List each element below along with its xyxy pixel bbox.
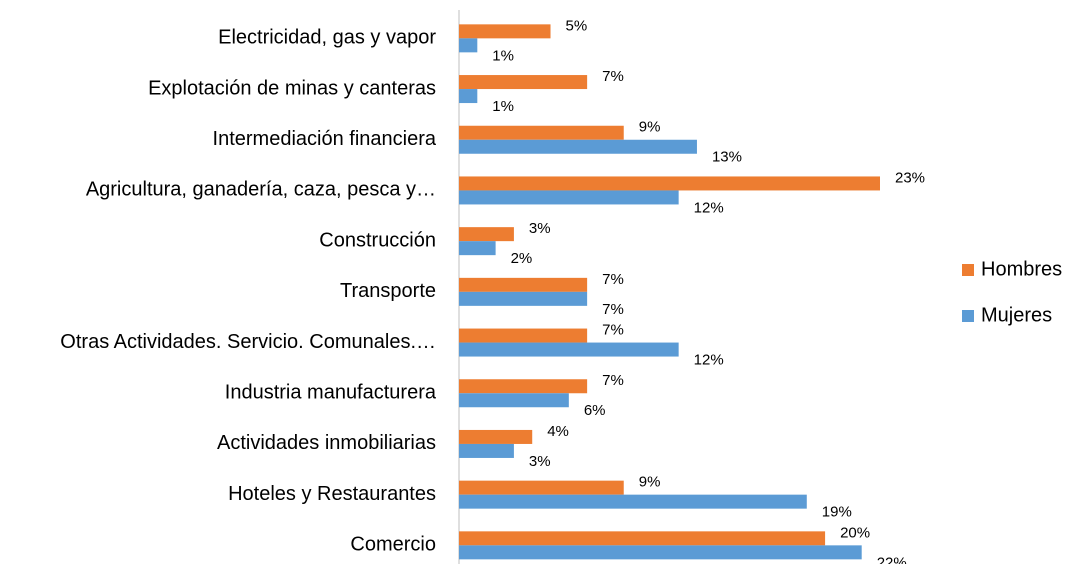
- bar: [459, 125, 624, 140]
- data-label: 7%: [602, 68, 624, 85]
- data-label: 7%: [602, 271, 624, 288]
- y-tick-label: Construcción: [319, 229, 436, 251]
- y-tick-label: Actividades inmobiliarias: [217, 432, 436, 454]
- y-tick-label: Agricultura, ganadería, caza, pesca y…: [86, 179, 436, 201]
- data-label: 9%: [639, 474, 661, 491]
- data-label: 6%: [584, 402, 606, 419]
- bar: [459, 393, 569, 408]
- bar: [459, 38, 478, 53]
- y-tick-label: Otras Actividades. Servicio. Comunales.…: [60, 331, 436, 353]
- data-label: 22%: [877, 554, 907, 564]
- data-label: 1%: [492, 98, 514, 115]
- data-label: 12%: [694, 199, 724, 216]
- bar: [459, 443, 514, 458]
- data-label: 9%: [639, 119, 661, 136]
- legend-label: Mujeres: [981, 304, 1052, 326]
- bar: [459, 190, 679, 205]
- bar: [459, 241, 496, 256]
- data-label: 19%: [822, 504, 852, 521]
- data-label: 3%: [529, 453, 551, 470]
- data-label: 13%: [712, 149, 742, 166]
- bar: [459, 328, 588, 343]
- y-tick-label: Industria manufacturera: [225, 382, 437, 404]
- data-label: 3%: [529, 220, 551, 237]
- y-tick-label: Explotación de minas y canteras: [148, 77, 436, 99]
- data-label: 1%: [492, 47, 514, 64]
- bar: [459, 480, 624, 495]
- bar: [459, 227, 514, 242]
- data-label: 4%: [547, 423, 569, 440]
- bar: [459, 139, 697, 154]
- y-tick-label: Comercio: [350, 534, 436, 556]
- y-tick-label: Intermediación financiera: [213, 128, 437, 150]
- bar: [459, 531, 826, 546]
- bar: [459, 379, 588, 394]
- data-label: 12%: [694, 352, 724, 369]
- bar: [459, 494, 807, 509]
- data-label: 20%: [840, 524, 870, 541]
- bar: [459, 176, 880, 191]
- bar: [459, 89, 478, 104]
- bar: [459, 75, 588, 90]
- y-tick-label: Electricidad, gas y vapor: [218, 27, 436, 49]
- legend-swatch: [962, 264, 974, 276]
- bar: [459, 429, 533, 444]
- bar: [459, 545, 862, 560]
- bar: [459, 342, 679, 357]
- y-tick-label: Hoteles y Restaurantes: [228, 483, 436, 505]
- data-label: 23%: [895, 169, 925, 186]
- legend-swatch: [962, 310, 974, 322]
- legend-label: Hombres: [981, 258, 1062, 280]
- y-tick-label: Transporte: [340, 280, 436, 302]
- data-label: 5%: [566, 17, 588, 34]
- bar: [459, 24, 551, 39]
- data-label: 2%: [511, 250, 533, 267]
- bar: [459, 291, 588, 306]
- data-label: 7%: [602, 301, 624, 318]
- data-label: 7%: [602, 322, 624, 339]
- bar: [459, 277, 588, 292]
- data-label: 7%: [602, 372, 624, 389]
